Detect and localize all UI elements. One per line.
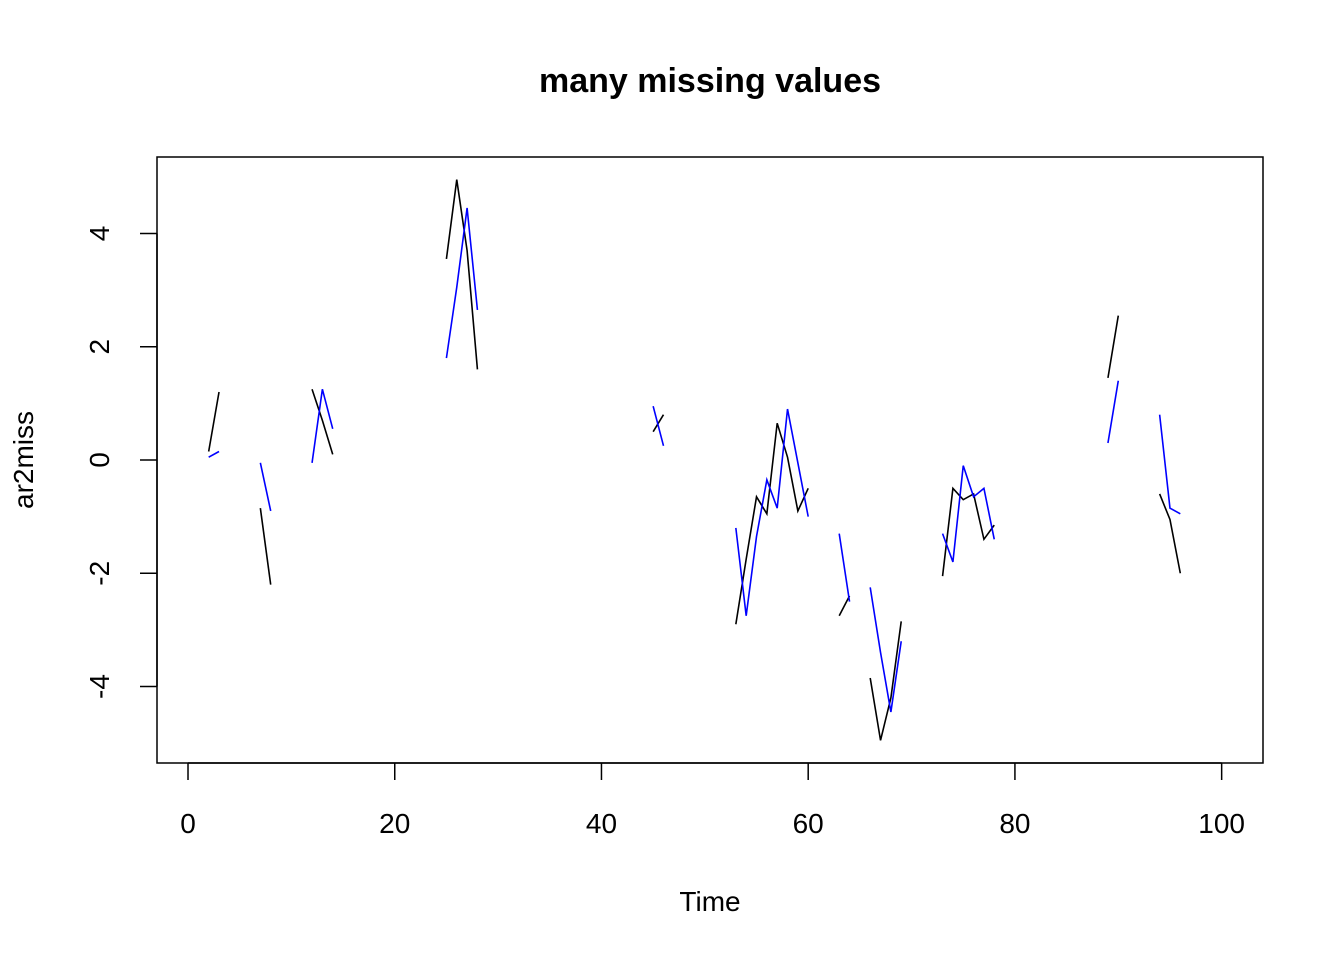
x-axis-label: Time — [679, 886, 740, 917]
series-line-segment — [869, 587, 903, 713]
series-line-segment — [838, 533, 851, 602]
series-line-segment — [941, 465, 996, 563]
series-line-segment — [941, 486, 995, 577]
x-tick-label: 40 — [586, 808, 617, 839]
y-tick-label: 2 — [84, 339, 115, 355]
series-line-segment — [311, 388, 334, 455]
series-2 — [208, 207, 1181, 713]
series-line-segment — [1107, 315, 1120, 379]
series-line-segment — [869, 621, 903, 741]
series-line-segment — [259, 508, 272, 585]
plot-frame — [156, 156, 1264, 764]
y-tick-label: 4 — [84, 226, 115, 242]
series-layer — [207, 179, 1182, 741]
y-tick-label: -2 — [84, 561, 115, 586]
x-tick-label: 0 — [180, 808, 196, 839]
series-line-segment — [735, 422, 809, 625]
x-tick-label: 20 — [379, 808, 410, 839]
series-1 — [207, 179, 1182, 741]
series-line-segment — [445, 207, 479, 359]
series-line-segment — [207, 391, 220, 452]
x-tick-label: 100 — [1198, 808, 1245, 839]
x-tick-label: 60 — [793, 808, 824, 839]
series-line-segment — [735, 408, 809, 616]
chart-title: many missing values — [539, 62, 881, 100]
series-line-segment — [311, 389, 334, 463]
y-tick-label: 0 — [84, 452, 115, 468]
series-line-segment — [1158, 493, 1182, 574]
series-line-segment — [208, 450, 220, 458]
series-line-segment — [259, 462, 272, 512]
series-line-segment — [838, 595, 851, 617]
series-line-segment — [1107, 380, 1120, 444]
series-line-segment — [652, 405, 665, 447]
series-line-segment — [1158, 414, 1181, 515]
series-line-segment — [445, 179, 479, 370]
x-tick-label: 80 — [999, 808, 1030, 839]
y-axis-label: ar2miss — [8, 411, 39, 509]
y-tick-label: -4 — [84, 674, 115, 699]
x-axis: 0 20 40 60 80 100 — [180, 762, 1245, 839]
y-axis: -4 -2 0 2 4 — [84, 226, 158, 699]
